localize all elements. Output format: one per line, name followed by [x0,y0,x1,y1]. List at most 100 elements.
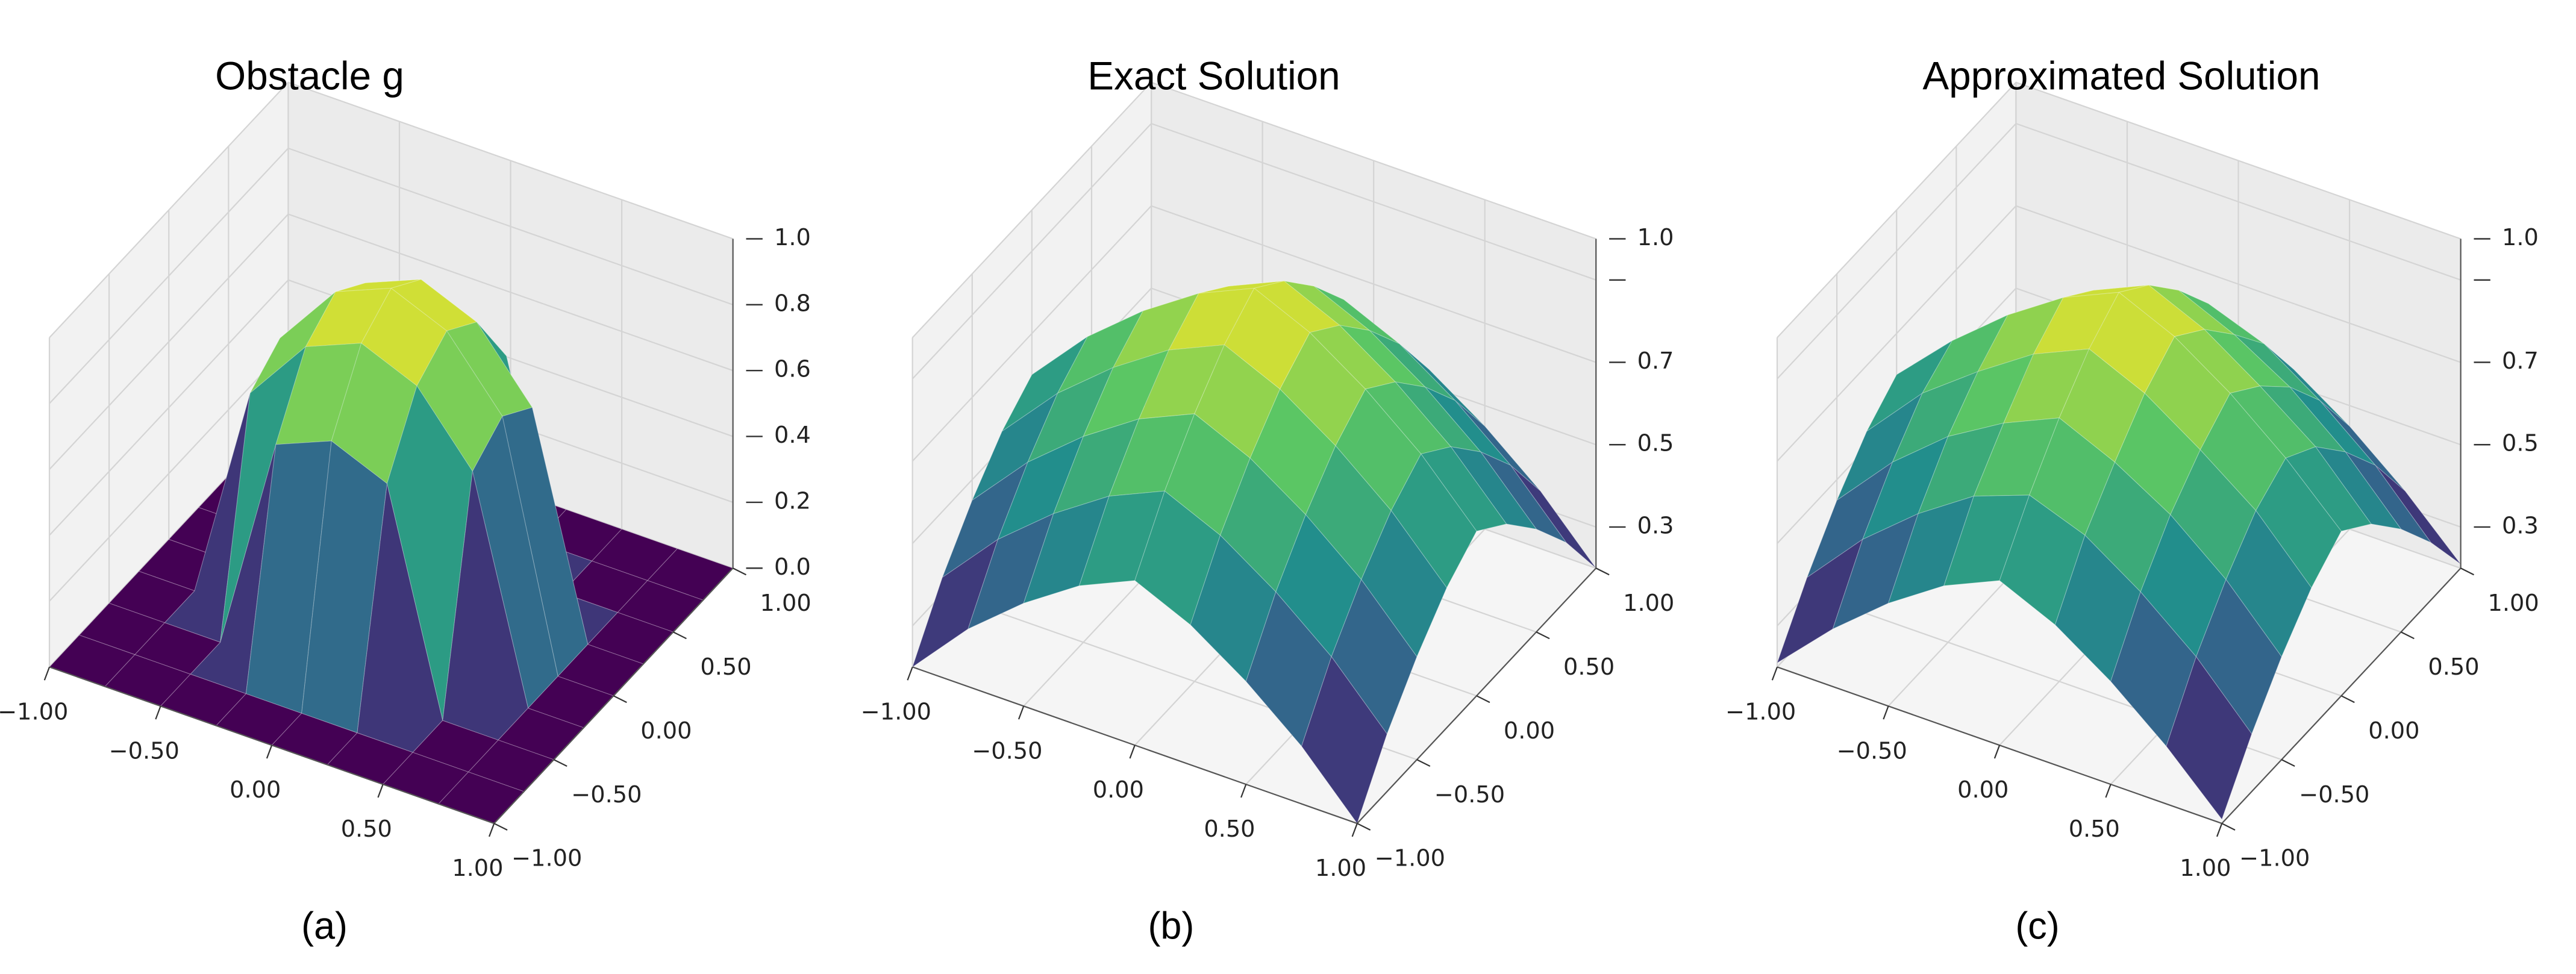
y-tick-label: −1.00 [1375,845,1445,872]
z-tick-label: 1.0 [774,224,811,251]
x-tick-label: 1.00 [2180,855,2231,882]
y-tick-label: 0.00 [1504,717,1555,745]
y-tick [553,759,567,767]
grid-line [2016,81,2461,240]
y-tick-label: −0.50 [2299,781,2369,808]
x-tick-label: 0.00 [230,776,281,804]
grid-line [288,213,733,372]
x-tick-label: −0.50 [972,737,1042,764]
y-tick-label: 0.50 [2428,654,2479,681]
y-tick [1416,759,1431,767]
z-tick-label: 0.0 [774,554,811,581]
surface-patch [2285,446,2372,532]
x-tick-label: −1.00 [861,698,931,725]
x-tick-label: −0.50 [1837,737,1907,764]
y-tick [1476,695,1490,704]
y-tick [1357,823,1371,831]
x-tick [1771,666,1778,681]
z-tick-label: 1.0 [2502,224,2539,251]
x-tick [155,705,161,720]
x-tick [1993,745,2001,759]
surface-patch [2195,579,2282,734]
grid-line [1777,82,2017,339]
grid-line [49,279,289,536]
grid-line [911,123,1152,379]
z-tick-label: 0.2 [774,487,811,514]
y-tick [2340,695,2355,704]
y-tick [2281,759,2295,767]
x-tick [2105,784,2112,798]
y-tick [1536,631,1550,640]
z-tick-label: 0.7 [2502,348,2539,375]
x-tick [2216,823,2223,837]
y-tick [673,631,687,640]
surface-patch [1390,454,1477,588]
z-tick-label: 0.3 [2502,512,2539,539]
x-tick-label: 1.00 [452,855,503,882]
grid-line [49,213,289,470]
surface-plot: −1.00−0.500.000.501.00 −1.00−0.500.000.50… [861,54,1675,947]
y-tick-label: 0.50 [700,654,751,681]
grid-line [2016,205,2461,363]
y-tick-label: −1.00 [2239,845,2310,872]
x-tick [488,823,495,837]
surface-patch [1301,656,1387,824]
grid-line [288,148,733,305]
y-tick-label: 0.50 [1563,654,1615,681]
grid-line [911,205,1152,462]
z-tick-label: 0.5 [1637,430,1674,457]
grid-line [49,148,289,404]
y-tick-label: 1.00 [760,590,811,617]
z-tick-label: 0.8 [774,290,811,317]
x-tick-label: −0.50 [109,737,180,764]
x-tick-label: −1.00 [1725,698,1796,725]
surface-patch [1450,446,1537,529]
y-tick [2401,631,2415,640]
grid-line [911,82,1152,339]
x-tick [43,666,51,681]
x-tick [1129,745,1136,759]
y-tick-label: −1.00 [511,845,582,872]
z-tick-label: 1.0 [1637,224,1674,251]
grid-line [288,81,733,240]
z-tick-label: 0.6 [774,356,811,383]
grid-line [1151,123,1596,281]
caption: (a) [301,905,348,947]
x-tick [907,666,913,681]
caption: (c) [2015,905,2059,947]
surface-plot: −1.00−0.500.000.501.00 −1.00−0.500.000.50… [1725,54,2539,947]
z-tick-label: 0.5 [2502,430,2539,457]
grid-line [1777,123,2017,379]
grid-line [49,82,289,339]
grid-line [1777,205,2017,462]
surface-patch [1331,579,1418,734]
grid-line [1151,205,1596,363]
y-tick-label: −0.50 [1434,781,1505,808]
y-tick [1595,567,1610,576]
x-tick-label: −1.00 [0,698,68,725]
y-tick [613,695,627,704]
y-tick [2460,567,2474,576]
caption: (b) [1148,905,1194,947]
y-tick-label: 1.00 [1623,590,1674,617]
x-tick [1018,705,1025,720]
y-tick-label: −0.50 [571,781,642,808]
x-tick-label: 0.00 [1957,776,2009,804]
x-tick [1240,784,1247,798]
y-tick [733,567,746,576]
x-tick-label: 1.00 [1315,855,1366,882]
x-tick-label: 0.50 [1204,816,1255,843]
x-tick-label: 0.50 [2069,816,2120,843]
z-tick-label: 0.3 [1637,512,1674,539]
chart-title: Exact Solution [1087,54,1340,98]
grid-line [2016,123,2461,281]
y-tick-label: 0.00 [640,717,692,745]
surface-patch [2166,656,2252,820]
x-tick [1351,823,1358,837]
chart-title: Obstacle g [215,54,404,98]
y-tick [493,823,508,831]
y-tick [2221,823,2236,831]
x-tick [266,745,273,759]
